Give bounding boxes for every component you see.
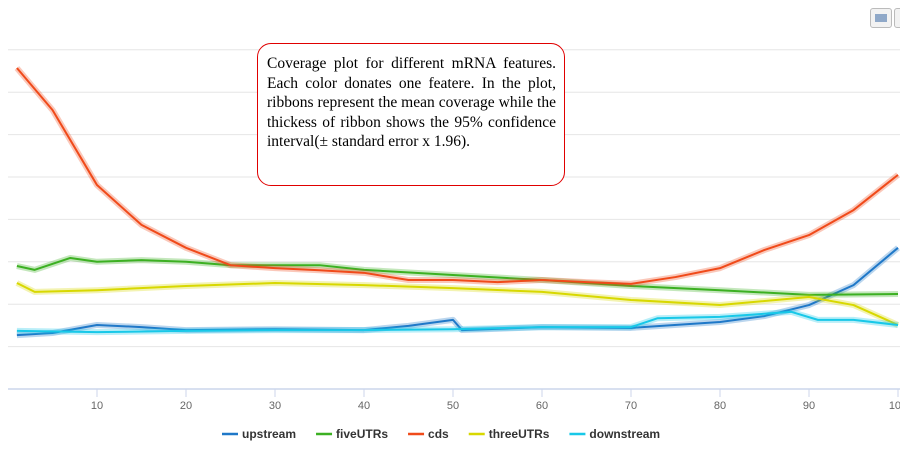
line-downstream	[16, 310, 899, 334]
legend-item-upstream[interactable]: upstream	[242, 427, 296, 441]
annotation-box: Coverage plot for different mRNA feature…	[257, 43, 565, 186]
print-icon	[875, 14, 887, 22]
legend-item-threeUTRs[interactable]: threeUTRs	[489, 427, 550, 441]
line-threeUTRs	[16, 282, 899, 326]
x-tick-label: 30	[269, 400, 281, 412]
line-fiveUTRs	[16, 256, 899, 296]
legend-item-cds[interactable]: cds	[428, 427, 449, 441]
x-tick-label: 10	[91, 400, 103, 412]
line-cds	[16, 67, 899, 285]
x-tick-label: 80	[714, 400, 726, 412]
print-button[interactable]	[870, 8, 892, 28]
x-tick-label: 60	[536, 400, 548, 412]
x-tick-label: 90	[803, 400, 815, 412]
x-tick-label: 70	[625, 400, 637, 412]
export-button[interactable]	[894, 8, 900, 28]
x-tick-label: 40	[358, 400, 370, 412]
x-tick-label: 50	[447, 400, 459, 412]
legend-item-downstream[interactable]: downstream	[589, 427, 660, 441]
x-tick-label: 100	[889, 400, 900, 412]
legend-item-fiveUTRs[interactable]: fiveUTRs	[336, 427, 388, 441]
x-tick-label: 20	[180, 400, 192, 412]
